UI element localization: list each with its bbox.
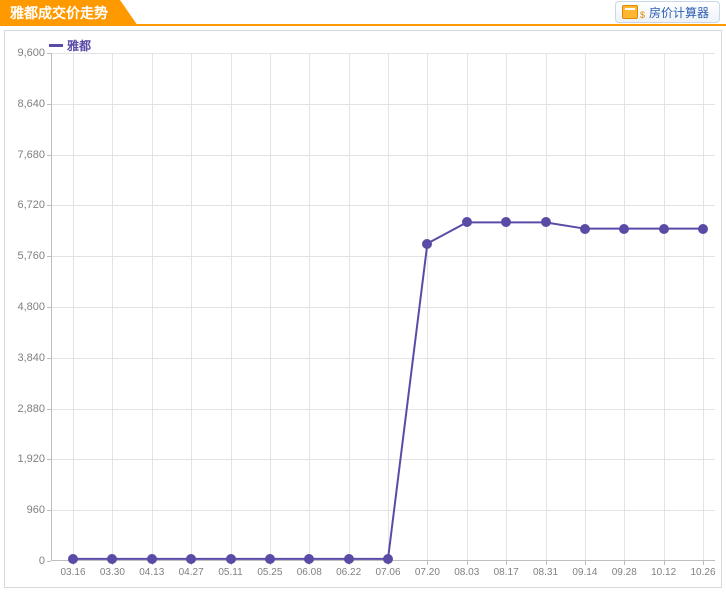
data-point[interactable]: [147, 554, 157, 564]
data-point[interactable]: [501, 217, 511, 227]
data-point[interactable]: [304, 554, 314, 564]
xtick-mark: [664, 561, 665, 565]
xtick-label: 05.11: [218, 567, 242, 578]
calculator-label: 房价计算器: [649, 4, 709, 21]
ytick-label: 5,760: [17, 250, 45, 262]
xtick-label: 09.28: [612, 567, 637, 578]
series-line-layer: [51, 53, 715, 561]
data-point[interactable]: [383, 554, 393, 564]
xtick-label: 08.17: [494, 567, 519, 578]
data-point[interactable]: [186, 554, 196, 564]
header-bar: 雅都成交价走势 $ 房价计算器: [0, 0, 726, 26]
ytick-label: 2,880: [17, 403, 45, 415]
data-point[interactable]: [619, 224, 629, 234]
data-point[interactable]: [422, 239, 432, 249]
ytick-label: 8,640: [17, 98, 45, 110]
xtick-mark: [703, 561, 704, 565]
data-point[interactable]: [659, 224, 669, 234]
plot-area: 09601,9202,8803,8404,8005,7606,7207,6808…: [51, 53, 715, 561]
xtick-mark: [546, 561, 547, 565]
xtick-label: 03.30: [100, 567, 125, 578]
data-point[interactable]: [107, 554, 117, 564]
data-point[interactable]: [68, 554, 78, 564]
ytick-label: 3,840: [17, 352, 45, 364]
chart-legend: 雅都: [49, 37, 91, 54]
ytick-label: 7,680: [17, 149, 45, 161]
calculator-sub-icon: $: [640, 10, 645, 20]
xtick-label: 10.12: [651, 567, 676, 578]
xtick-label: 04.13: [139, 567, 164, 578]
ytick-mark: [47, 561, 51, 562]
xtick-label: 06.08: [297, 567, 322, 578]
data-point[interactable]: [344, 554, 354, 564]
xtick-label: 07.06: [375, 567, 400, 578]
xtick-label: 03.16: [60, 567, 85, 578]
ytick-label: 0: [39, 555, 45, 567]
xtick-mark: [467, 561, 468, 565]
price-calculator-button[interactable]: $ 房价计算器: [615, 1, 720, 23]
chart-container: 雅都 09601,9202,8803,8404,8005,7606,7207,6…: [4, 30, 722, 588]
data-point[interactable]: [580, 224, 590, 234]
legend-swatch: [49, 44, 63, 47]
series-line: [73, 222, 703, 559]
chart-title-tab: 雅都成交价走势: [0, 0, 120, 26]
calculator-icon: [622, 5, 638, 19]
xtick-mark: [624, 561, 625, 565]
ytick-label: 9,600: [17, 47, 45, 59]
ytick-label: 4,800: [17, 301, 45, 313]
ytick-label: 960: [27, 504, 45, 516]
data-point[interactable]: [698, 224, 708, 234]
xtick-label: 05.25: [257, 567, 282, 578]
ytick-label: 1,920: [17, 453, 45, 465]
xtick-label: 10.26: [690, 567, 715, 578]
xtick-label: 06.22: [336, 567, 361, 578]
xtick-mark: [585, 561, 586, 565]
xtick-label: 07.20: [415, 567, 440, 578]
xtick-mark: [427, 561, 428, 565]
ytick-label: 6,720: [17, 199, 45, 211]
data-point[interactable]: [462, 217, 472, 227]
xtick-label: 08.03: [454, 567, 479, 578]
data-point[interactable]: [226, 554, 236, 564]
xtick-label: 09.14: [572, 567, 597, 578]
xtick-label: 04.27: [179, 567, 204, 578]
data-point[interactable]: [265, 554, 275, 564]
xtick-label: 08.31: [533, 567, 558, 578]
data-point[interactable]: [541, 217, 551, 227]
xtick-mark: [506, 561, 507, 565]
chart-title: 雅都成交价走势: [10, 5, 108, 21]
legend-label: 雅都: [67, 37, 91, 54]
